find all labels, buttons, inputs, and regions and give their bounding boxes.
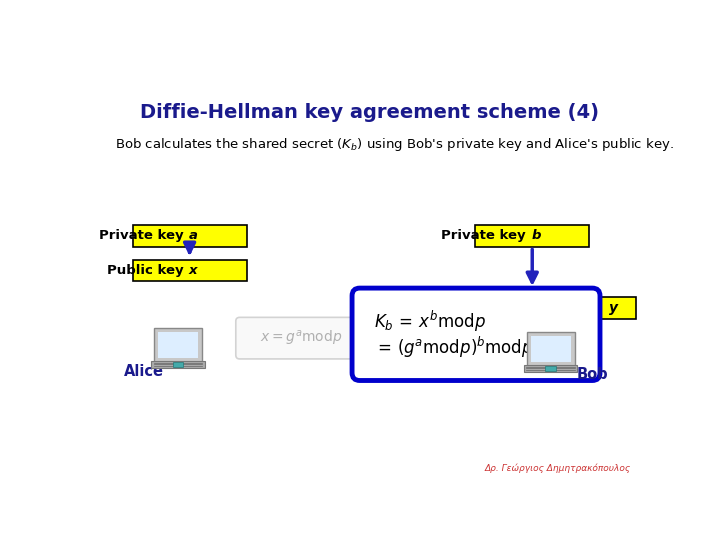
Text: Bob calculates the shared secret ($K_b$) using Bob's private key and Alice's pub: Bob calculates the shared secret ($K_b$)… — [115, 136, 674, 153]
Text: b: b — [531, 230, 541, 242]
FancyBboxPatch shape — [545, 366, 556, 371]
FancyBboxPatch shape — [524, 365, 577, 372]
Text: y: y — [609, 301, 618, 315]
Text: Alice: Alice — [124, 364, 164, 379]
Text: Bob: Bob — [577, 367, 608, 382]
Text: Private key: Private key — [99, 230, 188, 242]
FancyBboxPatch shape — [352, 288, 600, 381]
Text: a: a — [189, 230, 198, 242]
Text: Public key: Public key — [107, 264, 188, 277]
Text: x: x — [189, 264, 197, 277]
FancyBboxPatch shape — [592, 298, 636, 319]
Text: $=\,(g^a\mathrm{mod}p)^b\mathrm{mod}p$: $=\,(g^a\mathrm{mod}p)^b\mathrm{mod}p$ — [374, 335, 533, 360]
FancyBboxPatch shape — [531, 336, 571, 362]
Text: $K_b\,=\,x^b\mathrm{mod}p$: $K_b\,=\,x^b\mathrm{mod}p$ — [374, 309, 485, 334]
FancyBboxPatch shape — [132, 260, 246, 281]
FancyBboxPatch shape — [132, 225, 246, 247]
Text: Δρ. Γεώργιος Δημητρακόπουλος: Δρ. Γεώργιος Δημητρακόπουλος — [485, 463, 631, 473]
FancyBboxPatch shape — [158, 332, 198, 358]
FancyBboxPatch shape — [475, 225, 589, 247]
Text: Private key: Private key — [441, 230, 531, 242]
Text: $x = g^a\mathrm{mod}p$: $x = g^a\mathrm{mod}p$ — [260, 329, 343, 348]
FancyBboxPatch shape — [154, 328, 202, 362]
FancyBboxPatch shape — [527, 332, 575, 366]
Text: Diffie-Hellman key agreement scheme (4): Diffie-Hellman key agreement scheme (4) — [140, 103, 598, 122]
FancyBboxPatch shape — [235, 318, 366, 359]
FancyBboxPatch shape — [151, 361, 204, 368]
FancyBboxPatch shape — [173, 362, 184, 367]
